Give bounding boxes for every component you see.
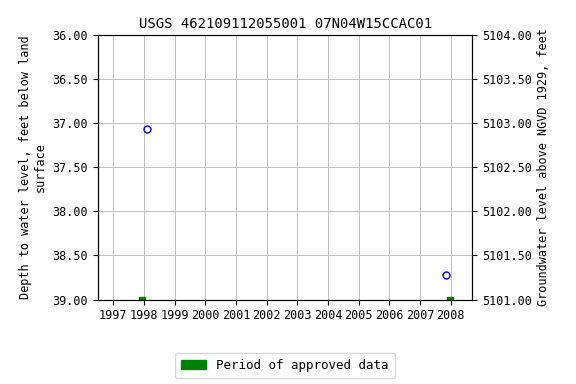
Y-axis label: Depth to water level, feet below land
surface: Depth to water level, feet below land su…	[19, 35, 47, 299]
Title: USGS 462109112055001 07N04W15CCAC01: USGS 462109112055001 07N04W15CCAC01	[139, 17, 431, 31]
Legend: Period of approved data: Period of approved data	[175, 353, 395, 378]
Y-axis label: Groundwater level above NGVD 1929, feet: Groundwater level above NGVD 1929, feet	[537, 28, 551, 306]
